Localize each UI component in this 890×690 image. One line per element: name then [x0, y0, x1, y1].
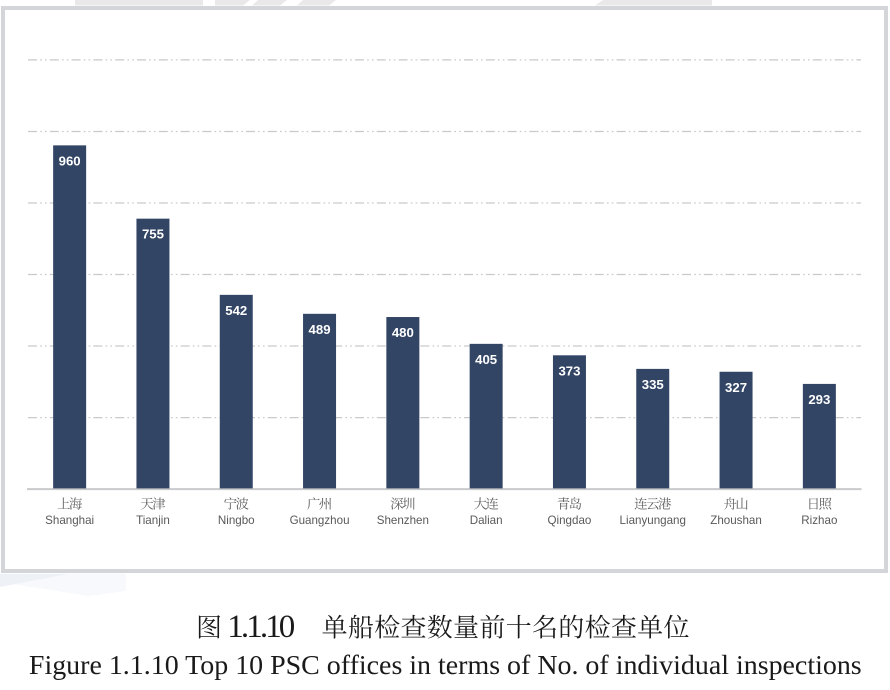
- svg-text:327: 327: [725, 380, 747, 395]
- svg-text:Lianyungang: Lianyungang: [620, 514, 686, 527]
- svg-text:Ningbo: Ningbo: [218, 514, 255, 527]
- svg-text:Dalian: Dalian: [470, 514, 503, 527]
- svg-text:1.1.10: 1.1.10: [227, 609, 295, 645]
- svg-text:542: 542: [225, 303, 247, 318]
- svg-text:489: 489: [309, 322, 331, 337]
- svg-text:Tianjin: Tianjin: [136, 514, 170, 527]
- svg-text:Figure 1.1.10 Top 10 PSC offic: Figure 1.1.10 Top 10 PSC offices in term…: [29, 650, 862, 681]
- svg-text:Guangzhou: Guangzhou: [290, 514, 350, 527]
- svg-text:Shanghai: Shanghai: [45, 514, 94, 527]
- svg-text:293: 293: [808, 392, 830, 407]
- svg-text:Rizhao: Rizhao: [801, 514, 837, 527]
- svg-text:960: 960: [59, 153, 81, 168]
- svg-text:755: 755: [142, 227, 164, 242]
- svg-text:335: 335: [642, 377, 664, 392]
- svg-text:405: 405: [475, 352, 497, 367]
- svg-text:Shenzhen: Shenzhen: [377, 514, 429, 527]
- svg-text:373: 373: [558, 363, 580, 378]
- svg-text:Qingdao: Qingdao: [548, 514, 592, 527]
- svg-text:480: 480: [392, 325, 414, 340]
- svg-text:Zhoushan: Zhoushan: [710, 514, 762, 527]
